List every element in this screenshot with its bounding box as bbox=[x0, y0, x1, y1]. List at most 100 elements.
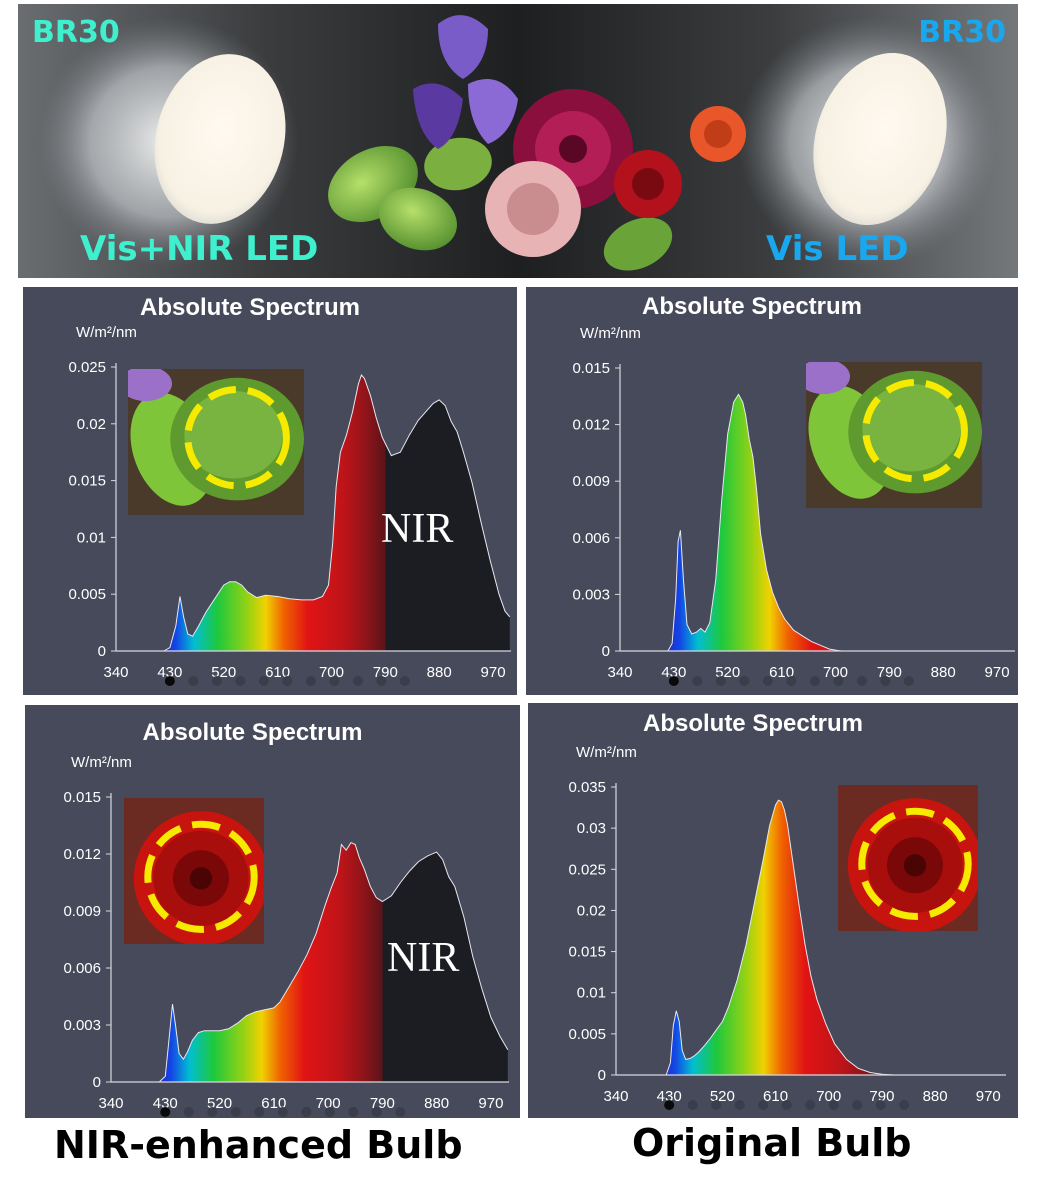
y-tick-label: 0.003 bbox=[63, 1017, 101, 1034]
y-tick-label: 0.003 bbox=[572, 586, 610, 603]
x-tick-label: 610 bbox=[763, 1088, 788, 1105]
pager-dot bbox=[301, 1107, 312, 1117]
pager-dot bbox=[715, 676, 726, 686]
chart-title: Absolute Spectrum bbox=[643, 710, 863, 737]
highlight-circle bbox=[858, 807, 972, 920]
y-tick-label: 0.025 bbox=[568, 861, 606, 878]
left-bulb-type-label: BR30 bbox=[32, 15, 120, 50]
x-tick-label: 880 bbox=[424, 1095, 449, 1112]
pager-dot bbox=[899, 1100, 910, 1110]
y-tick-label: 0.009 bbox=[63, 903, 101, 920]
pager-dot bbox=[348, 1107, 359, 1117]
inset-photo-leaf bbox=[806, 362, 982, 508]
highlight-circle bbox=[862, 378, 968, 483]
spectrum-panel-vis-leaf: Absolute Spectrum W/m²/nm 0 0.003 0.006 0.009… bbox=[526, 287, 1018, 695]
pager-dot bbox=[399, 676, 410, 686]
x-tick-label: 700 bbox=[823, 664, 848, 681]
inset-photo-rose bbox=[838, 785, 978, 931]
y-tick-label: 0.01 bbox=[577, 985, 606, 1002]
y-tick-label: 0.035 bbox=[568, 779, 606, 796]
x-tick-label: 970 bbox=[985, 664, 1010, 681]
pager-dot bbox=[211, 676, 222, 686]
right-bulb-led-label: Vis LED bbox=[766, 229, 909, 269]
pager-dot bbox=[786, 676, 797, 686]
x-tick-label: 970 bbox=[481, 664, 506, 681]
inset-photo-rose bbox=[124, 798, 264, 944]
y-tick-label: 0.02 bbox=[77, 416, 106, 433]
x-tick-label: 970 bbox=[478, 1095, 503, 1112]
caption-nir-enhanced-bulb: NIR-enhanced Bulb bbox=[54, 1123, 463, 1167]
y-tick-label: 0 bbox=[93, 1074, 101, 1091]
spectrum-area bbox=[163, 375, 510, 651]
y-tick-label: 0.03 bbox=[577, 820, 606, 837]
y-tick-label: 0.005 bbox=[568, 1026, 606, 1043]
pager-dot bbox=[734, 1100, 745, 1110]
y-tick-label: 0.009 bbox=[572, 473, 610, 490]
pager-dot bbox=[692, 676, 703, 686]
bulb-photo: BR30 BR30 Vis+NIR LED Vis LED bbox=[18, 4, 1018, 278]
pager-dot bbox=[852, 1100, 863, 1110]
y-tick-label: 0.012 bbox=[572, 417, 610, 434]
pager-dot bbox=[739, 676, 750, 686]
pager-dot bbox=[875, 1100, 886, 1110]
chart-title: Absolute Spectrum bbox=[642, 293, 862, 320]
pager-dot bbox=[254, 1107, 265, 1117]
pager-dot bbox=[277, 1107, 288, 1117]
pager-dot bbox=[352, 676, 363, 686]
pager-dot bbox=[230, 1107, 241, 1117]
x-tick-label: 610 bbox=[265, 664, 290, 681]
y-tick-label: 0.01 bbox=[77, 529, 106, 546]
x-tick-label: 430 bbox=[657, 1088, 682, 1105]
pager-dot bbox=[376, 676, 387, 686]
x-tick-label: 790 bbox=[869, 1088, 894, 1105]
spectrum-panel-nir-leaf: Absolute Spectrum W/m²/nm 0 0.005 0.01 0.015 0… bbox=[23, 287, 517, 695]
pager-dot bbox=[305, 676, 316, 686]
nir-annotation: NIR bbox=[387, 935, 459, 981]
x-tick-label: 340 bbox=[103, 664, 128, 681]
pager-dot bbox=[235, 676, 246, 686]
pager-dot bbox=[258, 676, 269, 686]
y-tick-label: 0.006 bbox=[572, 530, 610, 547]
x-tick-label: 880 bbox=[923, 1088, 948, 1105]
y-tick-label: 0.006 bbox=[63, 960, 101, 977]
pager-dot bbox=[329, 676, 340, 686]
spectrum-panel-vis-rose: Absolute Spectrum W/m²/nm 0 0.005 0.01 0.015 0… bbox=[528, 703, 1018, 1118]
highlight-circle bbox=[184, 385, 290, 490]
pager-dot bbox=[282, 676, 293, 686]
pager-dot bbox=[809, 676, 820, 686]
y-tick-label: 0 bbox=[598, 1067, 606, 1084]
pager-dot bbox=[805, 1100, 816, 1110]
x-tick-label: 700 bbox=[316, 1095, 341, 1112]
y-tick-label: 0.025 bbox=[68, 359, 106, 376]
x-tick-label: 340 bbox=[607, 664, 632, 681]
y-axis-label: W/m²/nm bbox=[576, 744, 637, 761]
pager-dot bbox=[160, 1107, 171, 1117]
pager-dot bbox=[668, 676, 679, 686]
spectrum-line bbox=[665, 799, 894, 1076]
pager-dot bbox=[833, 676, 844, 686]
pager-dot bbox=[758, 1100, 769, 1110]
spectrum-area bbox=[667, 394, 842, 651]
pager-dot bbox=[856, 676, 867, 686]
pager-dot bbox=[371, 1107, 382, 1117]
x-tick-label: 700 bbox=[319, 664, 344, 681]
y-tick-label: 0 bbox=[602, 643, 610, 660]
y-axis-label: W/m²/nm bbox=[76, 324, 137, 341]
highlight-circle bbox=[144, 820, 258, 933]
y-tick-label: 0.015 bbox=[68, 473, 106, 490]
pager-dot bbox=[880, 676, 891, 686]
spectrum-line bbox=[667, 393, 842, 652]
y-tick-label: 0.015 bbox=[568, 944, 606, 961]
spectrum-chart-nir_rose: Absolute Spectrum W/m²/nm 0 0.003 0.006 0.009… bbox=[63, 719, 509, 1117]
x-tick-label: 610 bbox=[769, 664, 794, 681]
x-tick-label: 880 bbox=[931, 664, 956, 681]
pager-dot bbox=[183, 1107, 194, 1117]
y-tick-label: 0.012 bbox=[63, 846, 101, 863]
left-bulb-led-label: Vis+NIR LED bbox=[80, 229, 319, 269]
y-axis-label: W/m²/nm bbox=[580, 325, 641, 342]
y-axis-label: W/m²/nm bbox=[71, 754, 132, 771]
pager-dot bbox=[164, 676, 175, 686]
nir-annotation: NIR bbox=[381, 506, 453, 552]
pager-dot bbox=[762, 676, 773, 686]
